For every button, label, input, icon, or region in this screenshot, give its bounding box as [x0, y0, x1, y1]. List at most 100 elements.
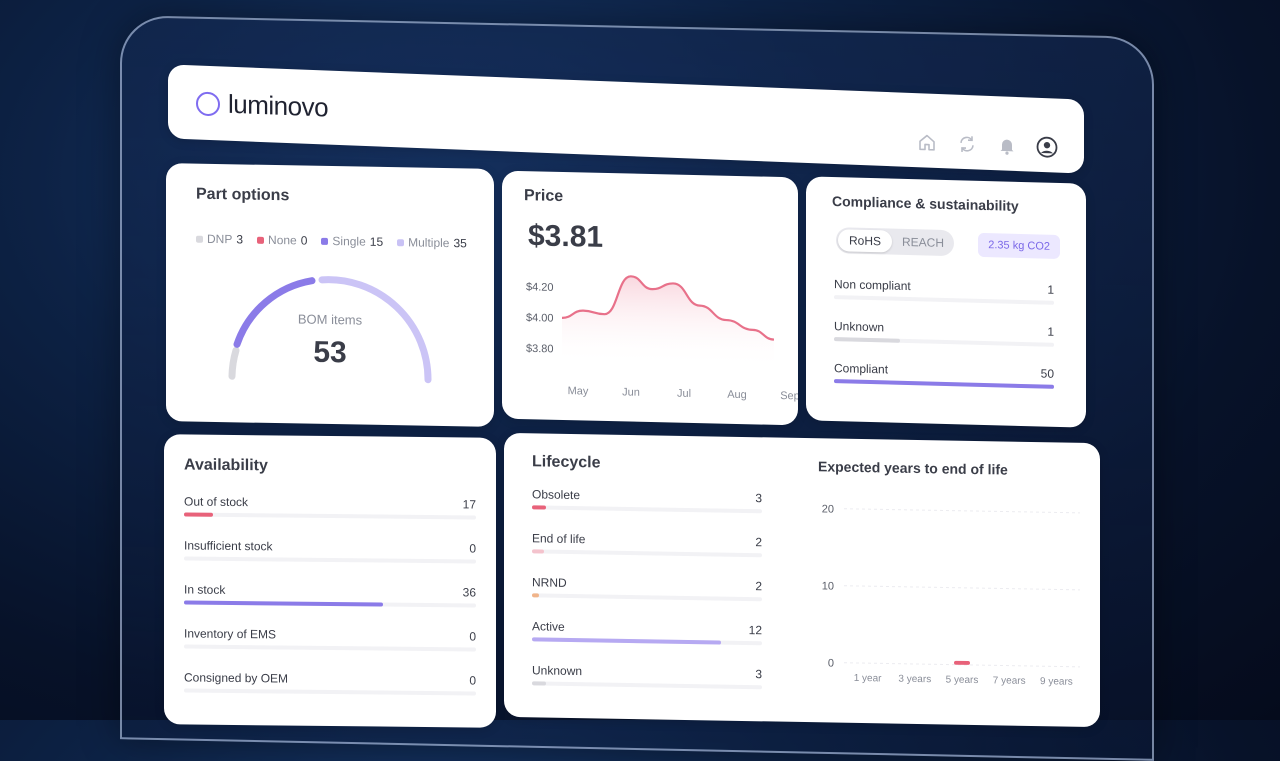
availability-row: Inventory of EMS 0 [184, 626, 476, 667]
row-fill-bar [184, 512, 213, 516]
row-track [184, 512, 476, 519]
row-label: Out of stock [184, 494, 248, 509]
row-fill-bar [834, 379, 1054, 389]
logo[interactable]: luminovo [196, 87, 328, 123]
row-track [184, 556, 476, 563]
gridline [844, 509, 1080, 513]
row-value: 2 [755, 579, 762, 593]
row-value: 17 [463, 497, 476, 511]
bell-icon[interactable] [996, 134, 1018, 157]
toggle-option-rohs[interactable]: RoHS [838, 229, 892, 252]
row-value: 12 [749, 623, 762, 637]
row-track [834, 337, 1054, 347]
row-value: 1 [1047, 325, 1054, 339]
row-track [532, 549, 762, 557]
compliance-card: Compliance & sustainability RoHS REACH 2… [806, 176, 1086, 427]
compliance-row: Compliant 50 [834, 361, 1054, 405]
lifecycle-row: Active 12 [532, 619, 762, 661]
current-price: $3.81 [528, 219, 603, 255]
row-track [184, 688, 476, 695]
row-label: NRND [532, 575, 567, 590]
row-fill-bar [184, 600, 383, 606]
y-tick-label: 10 [822, 580, 834, 592]
card-title: Lifecycle [532, 453, 600, 472]
row-value: 3 [755, 491, 762, 505]
row-label: Consigned by OEM [184, 670, 288, 685]
row-track [184, 600, 476, 607]
bom-gauge [220, 264, 440, 398]
toggle-option-reach[interactable]: REACH [902, 229, 944, 256]
price-area-fill [562, 275, 774, 369]
y-tick-label: $4.00 [526, 312, 554, 325]
x-tick-label: May [568, 385, 589, 397]
lifecycle-row: NRND 2 [532, 575, 762, 617]
row-value: 36 [463, 585, 476, 599]
y-tick-label: 0 [828, 657, 834, 669]
row-label: Compliant [834, 361, 888, 376]
row-label: Inventory of EMS [184, 626, 276, 641]
row-value: 0 [469, 673, 476, 687]
row-label: Obsolete [532, 487, 580, 502]
row-track [834, 379, 1054, 389]
row-value: 2 [755, 535, 762, 549]
sync-icon[interactable] [956, 133, 978, 156]
availability-row: Out of stock 17 [184, 494, 476, 535]
eol-chart-title: Expected years to end of life [818, 458, 1008, 477]
home-icon[interactable] [916, 131, 938, 154]
x-tick-label: 5 years [946, 675, 979, 687]
eol-bar [954, 661, 970, 665]
x-tick-label: Aug [727, 389, 747, 401]
x-tick-label: Jun [622, 386, 640, 398]
availability-row: Consigned by OEM 0 [184, 670, 476, 711]
row-fill-bar [532, 681, 546, 685]
card-title: Part options [196, 186, 289, 206]
user-account-icon[interactable] [1036, 136, 1058, 159]
logo-text: luminovo [228, 89, 328, 124]
gauge-center-label: BOM items [166, 309, 494, 330]
row-fill-bar [532, 505, 546, 509]
row-value: 1 [1047, 283, 1054, 297]
row-fill-bar [532, 549, 544, 553]
x-tick-label: 9 years [1040, 676, 1073, 688]
x-tick-label: 3 years [898, 674, 931, 686]
row-value: 50 [1041, 366, 1054, 380]
y-tick-label: $3.80 [526, 343, 554, 356]
row-track [532, 593, 762, 601]
compliance-row: Non compliant 1 [834, 277, 1054, 321]
availability-row: In stock 36 [184, 582, 476, 623]
lifecycle-row: Obsolete 3 [532, 487, 762, 529]
row-label: Non compliant [834, 277, 911, 293]
row-label: Active [532, 619, 565, 634]
row-track [532, 681, 762, 689]
y-tick-label: 20 [822, 503, 834, 515]
x-tick-label: Jul [677, 388, 691, 400]
row-value: 0 [469, 629, 476, 643]
card-title: Price [524, 187, 563, 206]
row-track [184, 644, 476, 651]
co2-badge: 2.35 kg CO2 [978, 233, 1060, 259]
row-track [532, 505, 762, 513]
rohs-reach-toggle[interactable]: RoHS REACH [836, 227, 954, 256]
row-label: In stock [184, 582, 225, 596]
x-tick-label: 7 years [993, 675, 1026, 687]
y-tick-label: $4.20 [526, 281, 554, 294]
card-title: Compliance & sustainability [832, 193, 1019, 214]
availability-card: Availability Out of stock 17 Insufficient … [164, 434, 496, 727]
row-track [834, 295, 1054, 305]
row-label: Unknown [532, 663, 582, 678]
card-title: Availability [184, 456, 268, 475]
